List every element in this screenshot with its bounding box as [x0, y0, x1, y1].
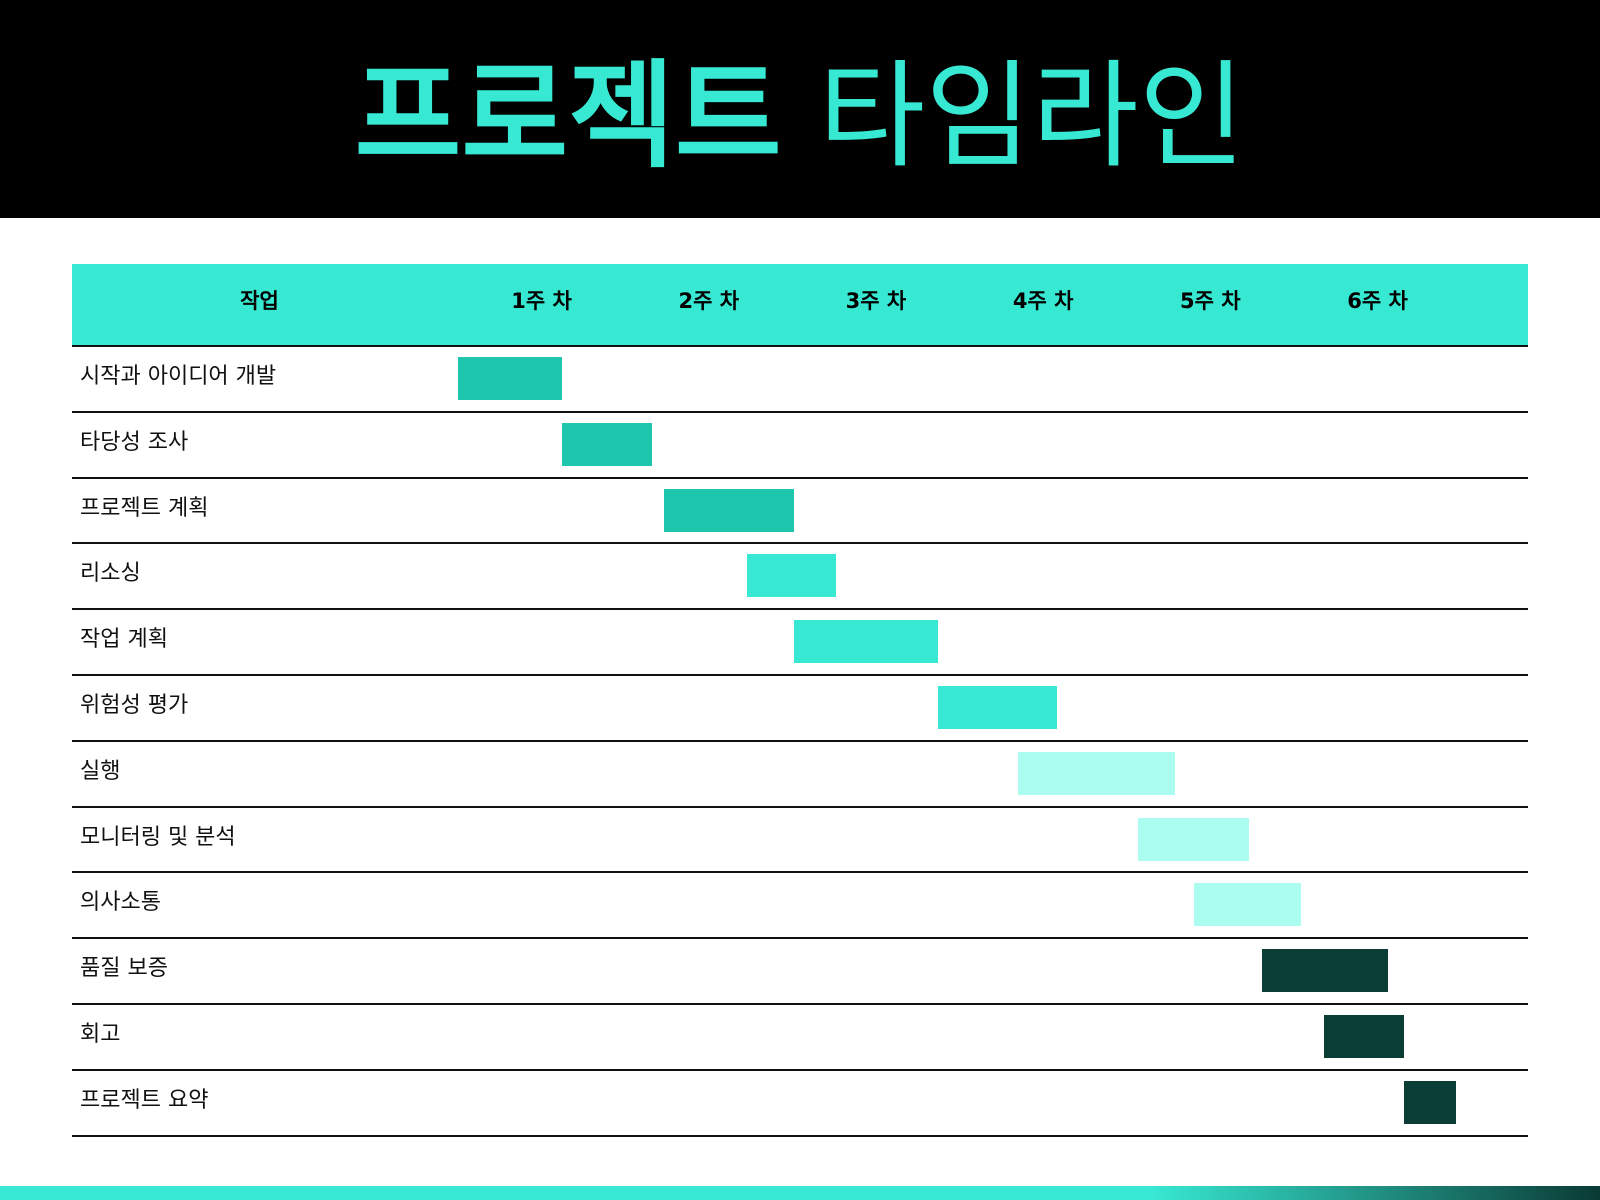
task-label: 작업 계획	[80, 627, 168, 653]
task-row: 의사소통	[72, 871, 1528, 937]
week-header-1: 1주 차	[511, 289, 572, 313]
task-bar	[1324, 1014, 1405, 1058]
task-row: 모니터링 및 분석	[72, 805, 1528, 872]
page-title: 프로젝트 타임라인	[0, 52, 1600, 182]
task-label: 의사소통	[80, 890, 161, 916]
task-row: 타당성 조사	[72, 410, 1528, 477]
task-bar	[1262, 949, 1388, 993]
task-bar	[1404, 1080, 1457, 1124]
task-column-header: 작업	[240, 289, 279, 313]
week-header-4: 4주 차	[1012, 289, 1074, 313]
task-row: 시작과 아이디어 개발	[72, 345, 1528, 411]
task-row: 회고	[72, 1002, 1528, 1069]
table-header: 작업 1주 차 2주 차 3주 차 4주 차 5주 차 6주 차	[72, 264, 1528, 345]
week-header-3: 3주 차	[845, 289, 907, 313]
task-row: 프로젝트 요약	[72, 1068, 1528, 1137]
task-row: 위험성 평가	[72, 673, 1528, 740]
week-header-5: 5주 차	[1180, 289, 1241, 313]
week-header-2: 2주 차	[678, 289, 740, 313]
task-label: 시작과 아이디어 개발	[80, 364, 277, 389]
task-label: 프로젝트 계획	[80, 495, 209, 521]
task-row: 프로젝트 계획	[72, 476, 1528, 543]
task-bar	[1138, 817, 1249, 861]
task-label: 리소싱	[80, 561, 141, 587]
task-label: 회고	[80, 1021, 121, 1047]
task-bar	[1018, 751, 1176, 795]
task-bar	[1193, 883, 1301, 927]
task-row: 실행	[72, 739, 1528, 806]
task-row: 품질 보증	[72, 937, 1528, 1003]
bottom-accent-stripe	[0, 1186, 1600, 1200]
task-bar	[794, 620, 938, 664]
task-label: 위험성 평가	[80, 692, 189, 718]
task-label: 모니터링 및 분석	[80, 824, 236, 850]
title-banner: 프로젝트 타임라인	[0, 0, 1600, 218]
task-row: 작업 계획	[72, 608, 1528, 674]
task-bar	[663, 488, 795, 532]
task-label: 타당성 조사	[80, 429, 189, 455]
week-header-6: 6주 차	[1347, 289, 1408, 313]
task-bar	[561, 422, 652, 466]
task-row: 리소싱	[72, 542, 1528, 608]
task-bar	[458, 357, 562, 400]
task-bar	[937, 685, 1057, 729]
task-label: 실행	[80, 758, 121, 784]
title-bold-part: 프로젝트	[354, 49, 782, 184]
task-label: 품질 보증	[80, 956, 168, 982]
task-bar	[747, 554, 836, 598]
task-label: 프로젝트 요약	[80, 1087, 209, 1113]
title-light-part: 타임라인	[818, 49, 1246, 184]
